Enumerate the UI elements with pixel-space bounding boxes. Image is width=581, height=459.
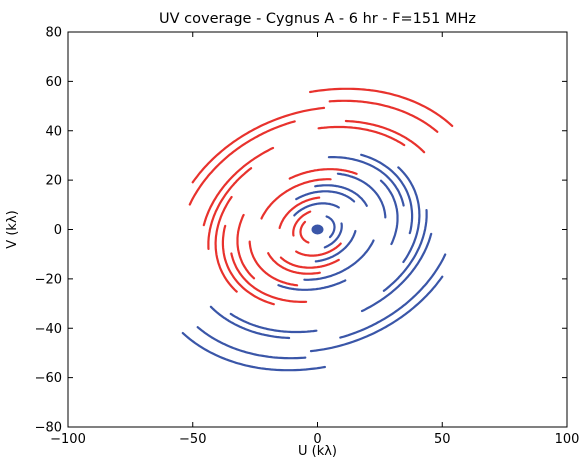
y-tick-label: 60 — [45, 75, 62, 90]
uv-track-blue — [382, 209, 428, 292]
uv-track-red — [188, 120, 296, 206]
uv-track-red — [267, 252, 321, 275]
uv-track-red — [317, 125, 406, 147]
uv-tracks — [181, 87, 454, 372]
y-tick-label: 0 — [54, 223, 62, 238]
chart-title: UV coverage - Cygnus A - 6 hr - F=151 MH… — [159, 11, 476, 27]
uv-track-blue — [325, 215, 336, 239]
x-tick-label: −50 — [179, 432, 206, 447]
uv-track-red — [214, 195, 238, 293]
axis-ticks: −100 −50 0 50 100 −80 −60 −40 −20 0 20 40 60 80 — [35, 26, 580, 448]
x-tick-label: 100 — [555, 432, 580, 447]
uv-track-blue — [379, 179, 399, 246]
uv-track-blue — [293, 202, 340, 217]
uv-track-blue — [295, 190, 356, 203]
uv-track-red — [292, 210, 312, 237]
uv-track-blue — [209, 305, 291, 340]
y-tick-label: 20 — [45, 174, 62, 189]
uv-track-blue — [229, 312, 318, 334]
uv-track-red — [207, 167, 253, 250]
x-axis-label: U (kλ) — [298, 444, 337, 459]
uv-track-blue — [309, 275, 444, 353]
y-tick-label: −40 — [35, 322, 62, 337]
uv-track-red — [248, 240, 299, 287]
uv-track-red — [288, 168, 358, 180]
uv-track-red — [299, 220, 310, 244]
uv-track-blue — [360, 232, 433, 313]
uv-track-red — [309, 87, 454, 127]
uv-track-blue — [314, 184, 368, 207]
uv-track-red — [279, 256, 340, 269]
x-tick-label: 0 — [313, 432, 321, 447]
x-tick-label: −100 — [50, 432, 86, 447]
uv-track-red — [260, 178, 332, 220]
y-tick-label: −60 — [35, 371, 62, 386]
uv-track-red — [344, 119, 426, 154]
uv-track-blue — [327, 156, 405, 207]
uv-track-red — [230, 252, 308, 303]
uv-track-blue — [397, 166, 421, 264]
uv-track-red — [221, 224, 275, 306]
uv-track-red — [202, 146, 275, 227]
x-tick-label: 50 — [434, 432, 451, 447]
uv-track-blue — [181, 332, 326, 372]
y-tick-label: −80 — [35, 421, 62, 436]
y-tick-label: 40 — [45, 124, 62, 139]
y-tick-label: −20 — [35, 272, 62, 287]
y-axis-label: V (kλ) — [5, 210, 20, 248]
y-tick-label: 80 — [45, 26, 62, 41]
uv-track-blue — [323, 222, 343, 249]
uv-track-red — [236, 213, 256, 280]
uv-track-red — [278, 196, 321, 230]
uv-track-blue — [277, 279, 347, 291]
uv-center-point — [311, 224, 324, 235]
uv-track-blue — [336, 172, 387, 219]
uv-track-red — [191, 106, 326, 184]
uv-track-blue — [196, 326, 307, 360]
uv-track-red — [295, 242, 342, 257]
uv-track-blue — [360, 153, 414, 235]
uv-track-blue — [339, 253, 447, 339]
uv-track-red — [328, 99, 439, 133]
uv-track-blue — [314, 229, 357, 263]
uv-track-blue — [303, 239, 375, 281]
